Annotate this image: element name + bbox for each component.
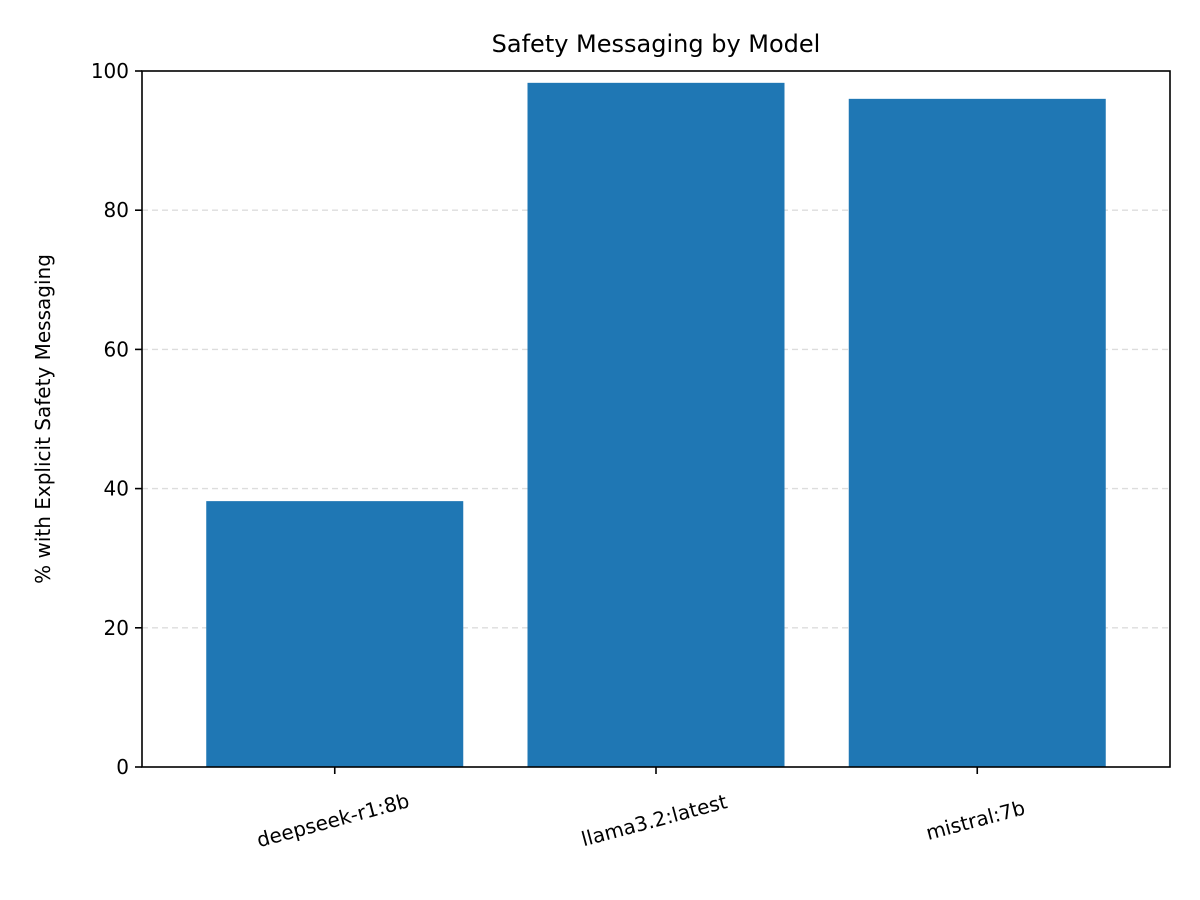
y-tick-label: 100 [91,59,129,83]
y-tick-label: 20 [104,616,129,640]
y-tick-label: 0 [116,755,129,779]
y-tick-label: 40 [104,477,129,501]
y-tick-label: 80 [104,198,129,222]
bar-deepseek-r1-8b [206,501,464,767]
x-tick-label: llama3.2:latest [579,789,730,851]
x-tick-label: deepseek-r1:8b [254,788,412,852]
bars [206,82,1106,768]
x-tick-label: mistral:7b [923,796,1027,845]
bar-llama3-2-latest [527,82,785,767]
y-axis-ticks: 0 20 40 60 80 100 [91,59,142,779]
bar-mistral-7b [848,98,1106,768]
x-axis-ticks: deepseek-r1:8b llama3.2:latest mistral:7b [254,767,1028,852]
y-tick-label: 60 [104,337,129,361]
chart-title: Safety Messaging by Model [492,30,821,58]
y-axis-label: % with Explicit Safety Messaging [31,254,55,584]
